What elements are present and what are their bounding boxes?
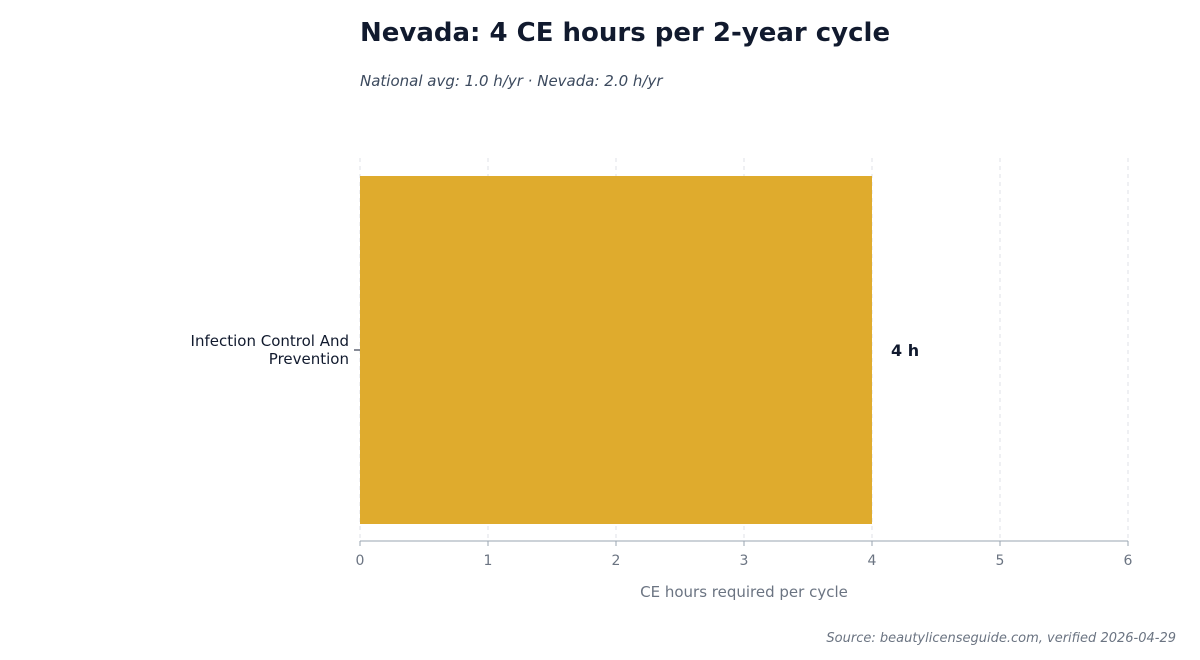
data-label-0: 4 h: [891, 341, 919, 360]
x-axis-label: CE hours required per cycle: [640, 583, 848, 601]
bars: 4 h Infection Control And Prevention: [191, 176, 919, 524]
x-axis: 0 1 2 3 4 5 6: [356, 540, 1133, 569]
x-tick-label-5: 5: [996, 553, 1005, 569]
bar-0: [360, 176, 872, 524]
source-note: Source: beautylicenseguide.com, verified…: [826, 631, 1176, 646]
x-tick-label-0: 0: [356, 553, 365, 569]
x-tick-label-6: 6: [1124, 553, 1133, 569]
x-tick-label-1: 1: [484, 553, 493, 569]
x-tick-label-4: 4: [868, 553, 877, 569]
category-label-0: Infection Control And Prevention: [191, 332, 349, 368]
chart-subtitle: National avg: 1.0 h/yr · Nevada: 2.0 h/y…: [360, 72, 663, 90]
chart-title: Nevada: 4 CE hours per 2-year cycle: [360, 18, 891, 48]
x-tick-label-3: 3: [740, 553, 749, 569]
x-tick-label-2: 2: [612, 553, 621, 569]
